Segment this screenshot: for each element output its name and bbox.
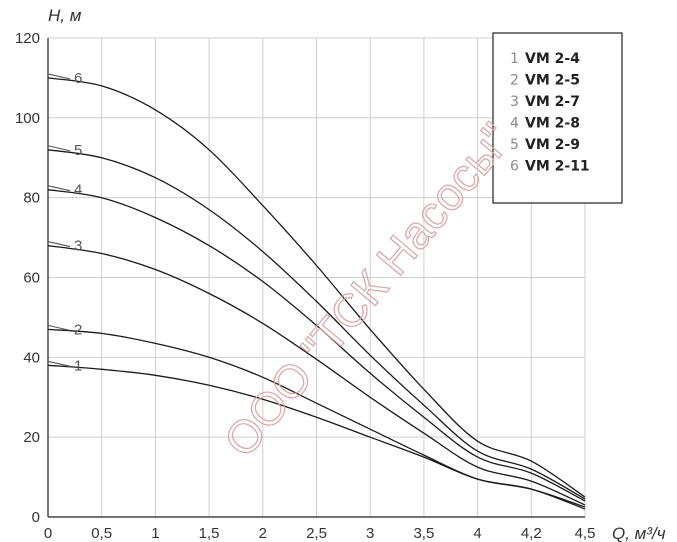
curve-6: [47, 77, 586, 498]
curve-3-label: 3: [74, 238, 82, 255]
legend-name-5: VM 2-9: [525, 137, 580, 153]
x-tick-label: 0,5: [91, 525, 112, 542]
curve-4-leader: [47, 185, 71, 192]
curve-6-label: 6: [74, 70, 82, 87]
curve-3-leader: [47, 241, 71, 248]
y-tick-label: 60: [23, 270, 40, 287]
y-tick-label: 80: [23, 190, 40, 207]
legend: 1 VM 2-4 2 VM 2-5 3 VM 2-7 4 VM 2-8 5 VM 2-9 6 VM 2…: [492, 32, 623, 204]
x-tick-label: 3,5: [413, 525, 434, 542]
legend-number-4: 4: [510, 116, 519, 132]
x-tick-label: 1,5: [199, 525, 220, 542]
x-tick-label: 0: [44, 525, 52, 542]
y-axis-title: H, м: [48, 6, 82, 25]
y-tick-label: 40: [23, 349, 40, 366]
curve-6-leader: [47, 73, 71, 80]
curve-1-label: 1: [74, 357, 82, 374]
y-tick-label: 120: [15, 30, 40, 47]
y-tick-labels: 0 20 40 60 80 100 120: [15, 30, 40, 526]
legend-number-1: 1: [510, 51, 519, 67]
curve-2: [47, 328, 586, 508]
legend-name-6: VM 2-11: [525, 159, 590, 175]
curve-1-leader: [47, 360, 71, 367]
curve-4: [47, 189, 586, 502]
y-tick-label: 20: [23, 429, 40, 446]
curve-4-label: 4: [74, 182, 82, 199]
x-axis-title: Q, м³/ч: [612, 524, 666, 542]
curve-5: [47, 149, 586, 500]
legend-name-2: VM 2-5: [525, 73, 580, 89]
x-tick-label: 4,2: [521, 525, 542, 542]
curve-2-leader: [47, 324, 71, 331]
legend-number-2: 2: [510, 73, 519, 89]
x-tick-label: 2: [259, 525, 267, 542]
curve-5-label: 5: [74, 142, 82, 159]
legend-name-3: VM 2-7: [525, 94, 580, 110]
y-tick-label: 100: [15, 110, 40, 127]
x-tick-label: 2,5: [306, 525, 327, 542]
curve-3: [47, 244, 586, 506]
legend-name-1: VM 2-4: [525, 51, 580, 67]
curve-5-leader: [47, 145, 71, 152]
legend-number-3: 3: [510, 94, 519, 110]
x-tick-label: 4: [473, 525, 481, 542]
curves: 1 2 3 4 5 6: [47, 70, 586, 510]
legend-name-4: VM 2-8: [525, 116, 580, 132]
x-tick-label: 3: [366, 525, 374, 542]
y-tick-label: 0: [32, 509, 40, 526]
x-tick-label: 1: [151, 525, 159, 542]
x-tick-labels: 0 0,5 1 1,5 2 2,5 3 3,5 4 4,2 4,5: [44, 525, 596, 542]
watermark-text: ООО "ТСК Насосы": [214, 113, 522, 466]
legend-number-6: 6: [510, 159, 519, 175]
legend-box: [492, 32, 623, 204]
curve-2-label: 2: [74, 321, 82, 338]
x-tick-label: 4,5: [575, 525, 596, 542]
legend-number-5: 5: [510, 137, 519, 153]
